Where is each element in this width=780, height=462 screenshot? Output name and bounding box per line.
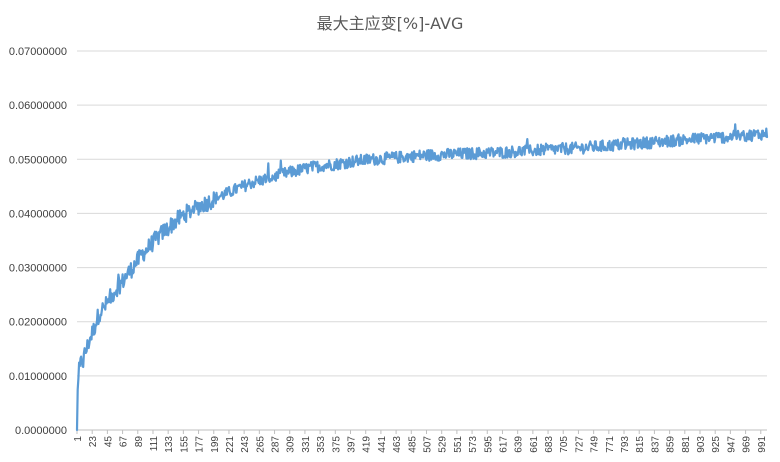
x-tick-label: 551 — [453, 436, 464, 453]
x-tick-label: 265 — [255, 436, 266, 453]
y-tick-label: 0.07000000 — [9, 46, 67, 58]
x-tick-label: 881 — [681, 436, 692, 453]
series-line — [75, 123, 769, 432]
x-tick-label: 507 — [422, 436, 433, 453]
x-tick-label: 573 — [468, 436, 479, 453]
x-tick-label: 529 — [438, 436, 449, 453]
x-tick-label: 309 — [286, 436, 297, 453]
y-tick-label: 0.05000000 — [9, 154, 67, 166]
x-tick-label: 947 — [726, 436, 737, 453]
y-tick-label: 0.06000000 — [9, 100, 67, 112]
x-tick-label: 177 — [195, 436, 206, 453]
x-tick-label: 815 — [635, 436, 646, 453]
x-tick-label: 89 — [134, 436, 145, 448]
x-tick-label: 441 — [377, 436, 388, 453]
x-tick-label: 925 — [711, 436, 722, 453]
x-tick-label: 595 — [483, 436, 494, 453]
x-axis-tick-labels: 1 23 45 67 89 111 133 155 177 199 221 243 265 287 309 3… — [73, 430, 768, 453]
x-tick-label: 727 — [574, 436, 585, 453]
y-axis-tick-labels: 0.0000000 0.01000000 0.02000000 0.03000000 0… — [9, 46, 67, 437]
x-tick-label: 287 — [271, 436, 282, 453]
x-tick-label: 221 — [225, 436, 236, 453]
x-tick-label: 1 — [73, 436, 84, 442]
x-tick-label: 111 — [149, 436, 160, 452]
x-tick-label: 771 — [605, 436, 616, 453]
x-tick-label: 969 — [742, 436, 753, 453]
series-layer — [75, 123, 769, 432]
y-tick-label: 0.03000000 — [9, 263, 67, 275]
y-tick-label: 0.04000000 — [9, 208, 67, 220]
x-tick-label: 243 — [240, 436, 251, 453]
x-tick-label: 353 — [316, 436, 327, 453]
x-tick-label: 683 — [544, 436, 555, 453]
x-tick-label: 375 — [331, 436, 342, 453]
x-tick-label: 23 — [88, 436, 99, 448]
x-tick-label: 199 — [210, 436, 221, 453]
x-tick-label: 419 — [362, 436, 373, 453]
x-tick-label: 463 — [392, 436, 403, 453]
x-tick-label: 859 — [666, 436, 677, 453]
x-tick-label: 331 — [301, 436, 312, 453]
x-tick-label: 617 — [498, 436, 509, 453]
x-tick-label: 639 — [514, 436, 525, 453]
chart-title: 最大主应变[%]-AVG — [317, 14, 464, 33]
x-tick-label: 991 — [757, 436, 768, 453]
y-tick-label: 0.01000000 — [9, 371, 67, 383]
x-tick-label: 45 — [103, 436, 114, 448]
y-tick-label: 0.02000000 — [9, 317, 67, 329]
x-tick-label: 793 — [620, 436, 631, 453]
x-tick-label: 133 — [164, 436, 175, 453]
x-tick-label: 903 — [696, 436, 707, 453]
x-tick-label: 837 — [650, 436, 661, 453]
x-tick-label: 67 — [119, 436, 130, 448]
x-tick-label: 397 — [347, 436, 358, 453]
x-tick-label: 155 — [179, 436, 190, 453]
x-tick-label: 661 — [529, 436, 540, 453]
y-tick-label: 0.0000000 — [15, 425, 67, 437]
x-tick-label: 749 — [590, 436, 601, 453]
x-tick-label: 705 — [559, 436, 570, 453]
x-tick-label: 485 — [407, 436, 418, 453]
